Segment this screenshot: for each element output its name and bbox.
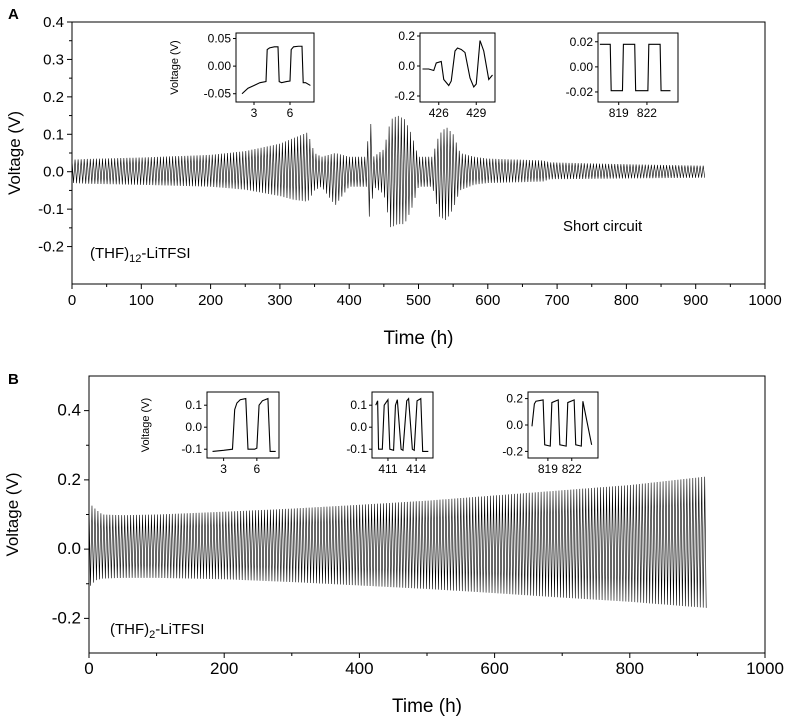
inset-y-tick-label: 0.2 xyxy=(398,29,415,43)
x-tick-label: 200 xyxy=(198,292,223,309)
inset-x-tick-label: 429 xyxy=(466,106,486,120)
inset-trace xyxy=(422,40,493,89)
inset-trace xyxy=(241,45,311,95)
x-axis-label: Time (h) xyxy=(392,696,462,717)
x-tick-label: 200 xyxy=(210,659,238,678)
inset-3: 819 822 -0.02 0.00 0.02 xyxy=(566,32,679,120)
inset-x-tick-label: 6 xyxy=(254,462,261,476)
inset-frame xyxy=(597,32,679,103)
inset-y-tick-label: -0.1 xyxy=(181,442,202,456)
x-tick-label: 0 xyxy=(84,659,93,678)
inset-frame xyxy=(371,391,434,459)
inset-x-tick-label: 426 xyxy=(429,106,449,120)
series-trace-1 xyxy=(88,476,707,608)
inset-frame xyxy=(235,32,315,103)
inset-y-tick-label: 0.0 xyxy=(350,420,367,434)
sample-label: (THF)2-LiTFSI xyxy=(110,621,204,641)
x-tick-label: 400 xyxy=(337,292,362,309)
panel-label: B xyxy=(8,371,19,388)
annotation-text: Short circuit xyxy=(563,218,643,235)
y-tick-label: 0.3 xyxy=(43,51,64,68)
inset-trace xyxy=(375,397,429,452)
y-tick-label: 0.2 xyxy=(43,89,64,106)
inset-trace xyxy=(599,43,671,92)
inset-3: 819 822 -0.2 0.0 0.2 xyxy=(502,391,599,476)
y-tick-label: 0.2 xyxy=(57,470,81,489)
inset-y-tick-label: 0.0 xyxy=(398,59,415,73)
x-tick-label: 700 xyxy=(545,292,570,309)
y-tick-label: 0.4 xyxy=(57,401,81,420)
y-tick-label: 0.1 xyxy=(43,126,64,143)
inset-2: 426 429 -0.2 0.0 0.2 xyxy=(394,29,496,120)
inset-x-tick-label: 822 xyxy=(637,106,657,120)
panel-b: B 0 200 400 600 800 1000 -0.2 0.0 0.2 0.4 Time (h) V… xyxy=(3,371,784,717)
x-tick-label: 1000 xyxy=(748,292,781,309)
inset-y-tick-label: -0.2 xyxy=(502,444,523,458)
x-tick-label: 0 xyxy=(68,292,76,309)
inset-y-tick-label: 0.0 xyxy=(185,420,202,434)
panel-a: A 0 100 200 300 400 500 600 700 800 900 1000 -0.2 -0.… xyxy=(5,6,782,349)
inset-x-tick-label: 822 xyxy=(562,462,582,476)
x-tick-label: 800 xyxy=(616,659,644,678)
inset-y-tick-label: 0.1 xyxy=(350,398,367,412)
inset-y-tick-label: -0.05 xyxy=(204,87,232,101)
inset-frame xyxy=(206,391,280,459)
x-tick-label: 800 xyxy=(614,292,639,309)
x-tick-label: 500 xyxy=(406,292,431,309)
x-tick-label: 900 xyxy=(683,292,708,309)
inset-trace xyxy=(531,399,593,447)
y-axis-label: Voltage (V) xyxy=(3,472,22,556)
inset-y-tick-label: 0.1 xyxy=(185,398,202,412)
inset-x-tick-label: 819 xyxy=(538,462,558,476)
inset-x-tick-label: 819 xyxy=(609,106,629,120)
inset-y-tick-label: 0.02 xyxy=(570,35,594,49)
inset-x-tick-label: 6 xyxy=(287,106,294,120)
inset-y-tick-label: 0.00 xyxy=(208,59,232,73)
y-tick-label: 0.0 xyxy=(43,164,64,181)
inset-x-tick-label: 3 xyxy=(220,462,227,476)
y-axis-label: Voltage (V) xyxy=(5,111,24,195)
inset-frame xyxy=(527,391,599,459)
inset-y-axis-label: Voltage (V) xyxy=(169,40,181,94)
inset-y-axis-label: Voltage (V) xyxy=(140,398,152,452)
x-tick-label: 600 xyxy=(475,292,500,309)
inset-2: 411 414 -0.1 0.0 0.1 xyxy=(346,391,434,476)
inset-y-tick-label: 0.00 xyxy=(570,60,594,74)
inset-1: 3 6 -0.1 0.0 0.1 Voltage (V) xyxy=(140,391,280,476)
y-tick-label: 0.4 xyxy=(43,14,64,31)
inset-x-tick-label: 3 xyxy=(251,106,258,120)
inset-frame xyxy=(419,32,496,103)
y-tick-label: 0.0 xyxy=(57,539,81,558)
inset-x-tick-label: 414 xyxy=(406,462,426,476)
x-tick-label: 600 xyxy=(480,659,508,678)
inset-1: 3 6 -0.05 0.00 0.05 Voltage (V) xyxy=(169,32,315,120)
inset-y-tick-label: -0.2 xyxy=(394,89,415,103)
inset-trace xyxy=(212,397,276,452)
y-tick-label: -0.2 xyxy=(38,239,64,256)
inset-x-tick-label: 411 xyxy=(378,462,397,476)
x-axis-label: Time (h) xyxy=(383,328,453,349)
y-tick-label: -0.2 xyxy=(52,608,81,627)
inset-y-tick-label: -0.1 xyxy=(346,442,367,456)
inset-y-tick-label: 0.05 xyxy=(208,32,232,46)
x-tick-label: 300 xyxy=(267,292,292,309)
inset-y-tick-label: 0.2 xyxy=(506,392,523,406)
x-tick-label: 1000 xyxy=(746,659,784,678)
x-tick-label: 400 xyxy=(345,659,373,678)
panel-label: A xyxy=(8,6,19,23)
x-tick-label: 100 xyxy=(129,292,154,309)
sample-label: (THF)12-LiTFSI xyxy=(90,245,191,265)
inset-y-tick-label: 0.0 xyxy=(506,418,523,432)
inset-y-tick-label: -0.02 xyxy=(566,85,594,99)
series-trace-1 xyxy=(71,115,706,228)
y-tick-label: -0.1 xyxy=(38,201,64,218)
